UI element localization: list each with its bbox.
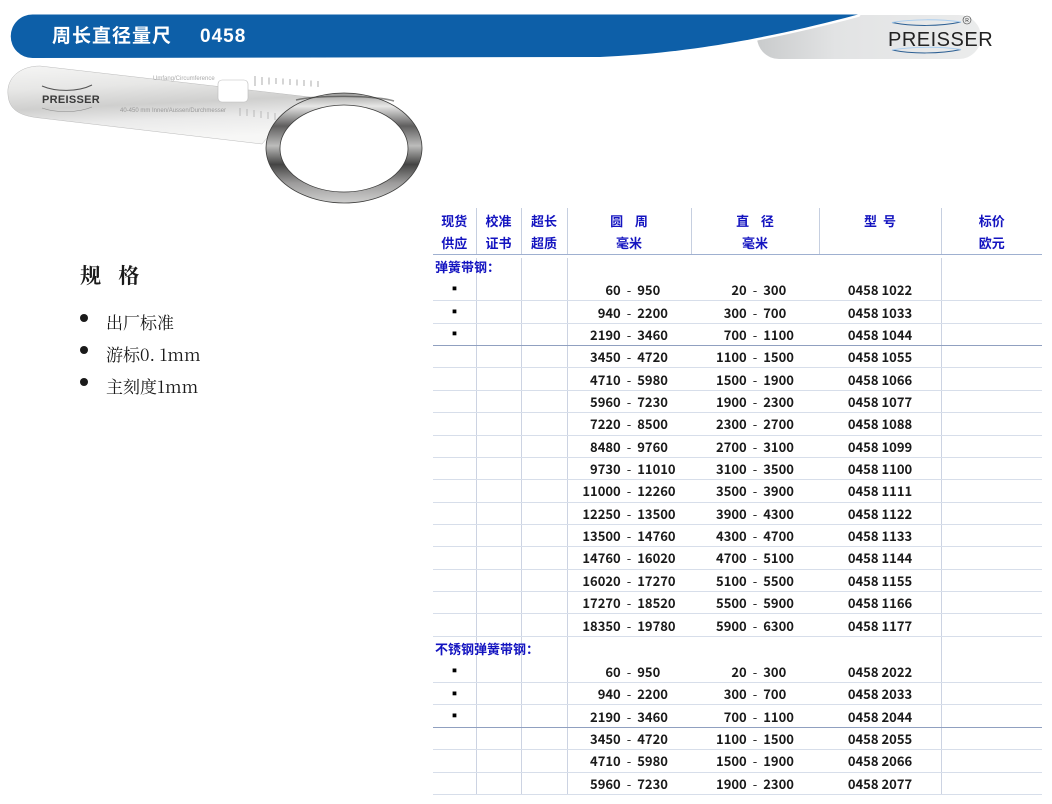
- svg-text:40-450 mm Innen/Aussen/Dur: 40-450 mm Innen/Aussen/Durchmesser: [120, 108, 226, 114]
- svg-text:R: R: [965, 18, 969, 24]
- svg-text:PREISSER: PREISSER: [42, 94, 100, 106]
- svg-text:Umfang/Circumference: Umfang/Circumference: [153, 76, 215, 82]
